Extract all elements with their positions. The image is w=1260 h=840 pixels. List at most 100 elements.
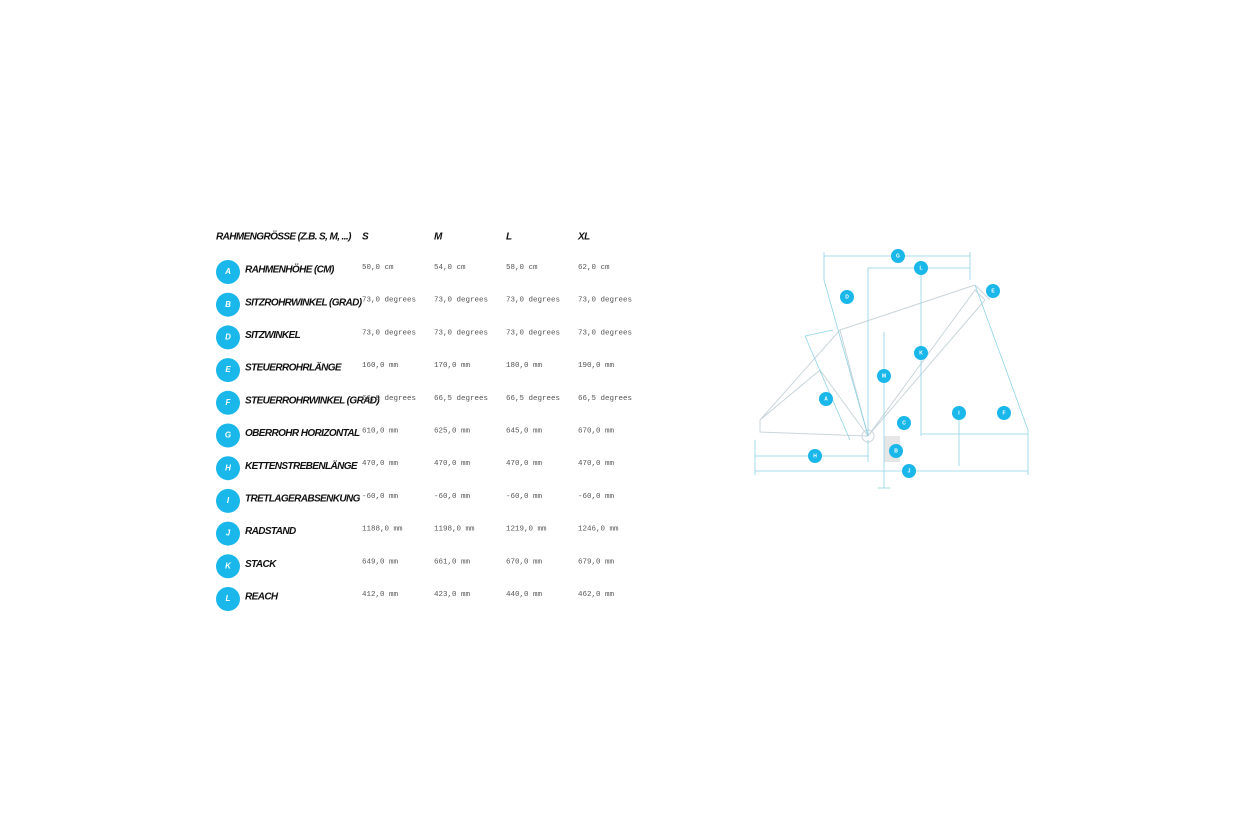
badge-letter: A (224, 267, 231, 276)
cell-value: 66,5 degrees (578, 395, 632, 403)
cell-value: 470,0 mm (578, 460, 615, 468)
badge-letter: J (226, 529, 231, 538)
cell-value: 73,0 degrees (362, 297, 416, 305)
cell-value: 423,0 mm (434, 591, 471, 599)
cell-value: 73,0 degrees (434, 297, 488, 305)
marker (808, 449, 822, 463)
badge-letter: F (226, 398, 232, 407)
marker-label: D (845, 294, 849, 300)
column-header: RAHMENGRÖSSE (Z.B. S, M, ...) (216, 230, 352, 243)
marker (840, 290, 854, 304)
marker-label: E (991, 288, 995, 294)
cell-value: 73,0 degrees (506, 297, 560, 305)
cell-value: 462,0 mm (578, 591, 615, 599)
marker-label: F (1002, 410, 1005, 416)
cell-value: 1246,0 mm (578, 526, 619, 534)
marker (997, 406, 1011, 420)
marker (897, 416, 911, 430)
cell-value: 1188,0 mm (362, 526, 403, 534)
cell-value: 440,0 mm (506, 591, 543, 599)
badge (216, 587, 240, 611)
marker (877, 369, 891, 383)
cell-value: 670,0 mm (578, 427, 615, 435)
row-label: RAHMENHÖHE (CM) (245, 263, 335, 276)
cell-value: -60,0 mm (362, 493, 399, 501)
cell-value: 50,0 cm (362, 264, 394, 272)
cell-value: 190,0 mm (578, 362, 615, 370)
marker (914, 261, 928, 275)
cell-value: -60,0 mm (506, 493, 543, 501)
row-label: SITZROHRWINKEL (GRAD) (245, 297, 363, 308)
cell-value: 1198,0 mm (434, 526, 475, 534)
badge (216, 488, 240, 513)
marker-label: A (824, 396, 828, 402)
cell-value: 73,0 degrees (362, 329, 416, 337)
cell-value: 62,0 cm (578, 264, 610, 272)
cell-value: 625,0 mm (434, 427, 471, 435)
diagram-markers: G L D E K M A C I F H B J (808, 249, 1011, 478)
badge-letter: L (226, 594, 231, 603)
cell-value: 170,0 mm (434, 362, 471, 370)
marker-label: I (958, 410, 960, 416)
cell-value: 670,0 mm (506, 558, 543, 566)
cell-value: 54,0 cm (434, 264, 466, 272)
marker-label: M (882, 373, 886, 379)
cell-value: 73,0 degrees (578, 297, 632, 305)
cell-value: 661,0 mm (434, 558, 471, 566)
row-label: STEUERROHRWINKEL (GRAD) (245, 395, 380, 406)
cell-value: 58,0 cm (506, 264, 538, 272)
row-label: STACK (245, 559, 277, 570)
badge-letter: G (225, 431, 231, 440)
marker (891, 249, 905, 263)
badge (216, 521, 240, 546)
marker (986, 284, 1000, 298)
cell-value: 66,5 degrees (434, 395, 488, 403)
marker-label: L (919, 265, 922, 271)
marker-label: B (894, 448, 898, 454)
cell-value: 470,0 mm (506, 460, 543, 468)
cell-value: 160,0 mm (362, 362, 399, 370)
row-label: STEUERROHRLÄNGE (245, 361, 342, 374)
marker (914, 346, 928, 360)
badge-letter: I (227, 496, 230, 505)
badge (216, 390, 240, 415)
cell-value: 73,0 degrees (506, 329, 560, 337)
cell-value: 470,0 mm (434, 460, 471, 468)
badge (216, 292, 240, 317)
marker-label: H (813, 453, 817, 459)
column-header: M (434, 232, 443, 243)
badge (216, 456, 240, 481)
badge-letter: H (225, 463, 231, 472)
badge-letter: K (225, 561, 232, 570)
badge (216, 260, 240, 284)
marker-label: G (896, 253, 900, 259)
badge-letter: E (225, 365, 231, 374)
badge-letter: D (225, 333, 231, 342)
cell-value: 412,0 mm (362, 591, 399, 599)
cell-value: 645,0 mm (506, 427, 543, 435)
bike-frame (759, 284, 991, 462)
row-label: KETTENSTREBENLÄNGE (245, 459, 358, 472)
marker (889, 444, 903, 458)
badge (216, 325, 240, 350)
column-header: S (362, 232, 369, 243)
marker (902, 464, 916, 478)
marker (952, 406, 966, 420)
row-label: RADSTAND (245, 526, 296, 537)
cell-value: -60,0 mm (578, 493, 615, 501)
badge-letter: B (225, 300, 231, 309)
cell-value: 66,5 degrees (506, 395, 560, 403)
marker-label: C (902, 420, 906, 426)
cell-value: 73,0 degrees (434, 329, 488, 337)
marker (819, 392, 833, 406)
cell-value: 610,0 mm (362, 427, 399, 435)
cell-value: 470,0 mm (362, 460, 399, 468)
cell-value: 679,0 mm (578, 558, 615, 566)
cell-value: 1219,0 mm (506, 526, 547, 534)
row-label: TRETLAGERABSENKUNG (245, 494, 361, 505)
badge (216, 423, 240, 448)
marker-label: J (908, 468, 911, 474)
row-label: REACH (245, 592, 279, 603)
cell-value: -60,0 mm (434, 493, 471, 501)
